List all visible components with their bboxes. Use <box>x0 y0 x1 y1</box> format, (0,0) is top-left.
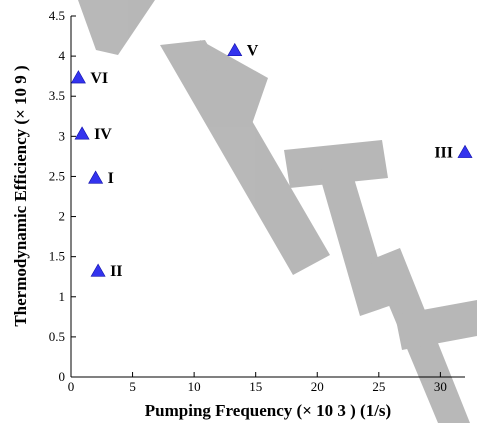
y-tick-label: 4.5 <box>49 8 65 23</box>
x-tick-label: 15 <box>249 379 262 394</box>
y-tick-label: 1 <box>59 289 66 304</box>
x-tick-label: 30 <box>434 379 447 394</box>
data-point-marker <box>227 42 243 57</box>
x-tick-label: 10 <box>188 379 201 394</box>
data-point-label: IV <box>94 126 112 143</box>
data-point-marker <box>74 126 90 140</box>
y-tick-label: 1.5 <box>49 249 65 264</box>
y-tick-label: 0.5 <box>49 329 65 344</box>
y-axis-title: Thermodynamic Efficiency (× 10 9 ) <box>11 65 30 326</box>
x-tick-label: 20 <box>311 379 324 394</box>
data-point-marker <box>457 144 473 158</box>
y-tick-label: 2.5 <box>49 168 65 183</box>
y-tick-label: 4 <box>59 48 66 63</box>
watermark <box>78 0 477 423</box>
data-point-label: I <box>108 170 114 187</box>
data-point-label: VI <box>90 70 108 87</box>
data-point-label: II <box>110 263 122 280</box>
data-point-label: V <box>247 42 259 59</box>
y-ticks: 0 0.5 1 1.5 2 2.5 3 3.5 4 4.5 <box>49 8 76 384</box>
x-ticks: 0 5 10 15 20 25 30 <box>68 372 447 394</box>
y-tick-label: 2 <box>59 209 66 224</box>
data-point-marker <box>90 263 106 277</box>
x-tick-label: 25 <box>372 379 385 394</box>
data-point-label: III <box>434 144 453 161</box>
x-axis-title: Pumping Frequency (× 10 3 ) (1/s) <box>145 401 391 420</box>
y-tick-label: 0 <box>59 369 66 384</box>
plot-area: 0 5 10 15 20 25 30 00.511.522.533.544.5 IIIIII… <box>49 8 473 394</box>
data-point-marker <box>88 170 104 184</box>
y-tick-label: 3.5 <box>49 88 65 103</box>
data-point-marker <box>70 70 86 84</box>
y-tick-label: 3 <box>59 128 66 143</box>
x-tick-label: 5 <box>129 379 136 394</box>
x-tick-label: 0 <box>68 379 75 394</box>
